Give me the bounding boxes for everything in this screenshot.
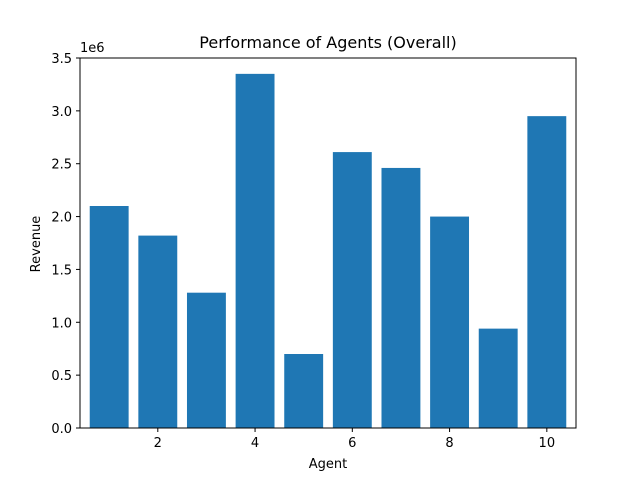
bar-agent-7 [381, 167, 421, 428]
y-tick-label: 1.0 [51, 316, 72, 331]
bar-agent-2 [138, 235, 178, 428]
bar-agent-9 [478, 328, 518, 428]
plot-frame [79, 57, 577, 429]
y-axis-ticks: 0.0 0.5 1.0 1.5 2.0 2.5 3.0 3.5 [51, 52, 80, 437]
bar-agent-6 [332, 152, 372, 428]
bars [89, 73, 567, 429]
y-tick-label: 3.0 [51, 105, 72, 120]
bar-agent-1 [89, 206, 129, 428]
bar-agent-4 [235, 73, 275, 429]
x-tick-label: 2 [154, 436, 162, 451]
x-axis-ticks: 2 4 6 8 10 [154, 428, 555, 451]
x-tick-label: 6 [348, 436, 356, 451]
y-tick-label: 0.0 [51, 422, 72, 437]
y-tick-label: 2.5 [51, 158, 72, 173]
x-tick-label: 10 [539, 436, 556, 451]
bar-agent-5 [284, 354, 324, 428]
y-tick-label: 0.5 [51, 369, 72, 384]
bar-agent-3 [186, 292, 226, 428]
x-tick-label: 4 [251, 436, 259, 451]
y-tick-label: 2.0 [51, 211, 72, 226]
bar-agent-10 [527, 116, 567, 428]
x-axis-label: Agent [309, 457, 347, 472]
y-axis-label: Revenue [29, 216, 44, 273]
bar-agent-8 [430, 216, 470, 428]
y-offset-label: 1e6 [80, 41, 105, 56]
y-tick-label: 1.5 [51, 263, 72, 278]
x-tick-label: 8 [445, 436, 453, 451]
chart-title: Performance of Agents (Overall) [199, 33, 456, 52]
y-tick-label: 3.5 [51, 52, 72, 67]
